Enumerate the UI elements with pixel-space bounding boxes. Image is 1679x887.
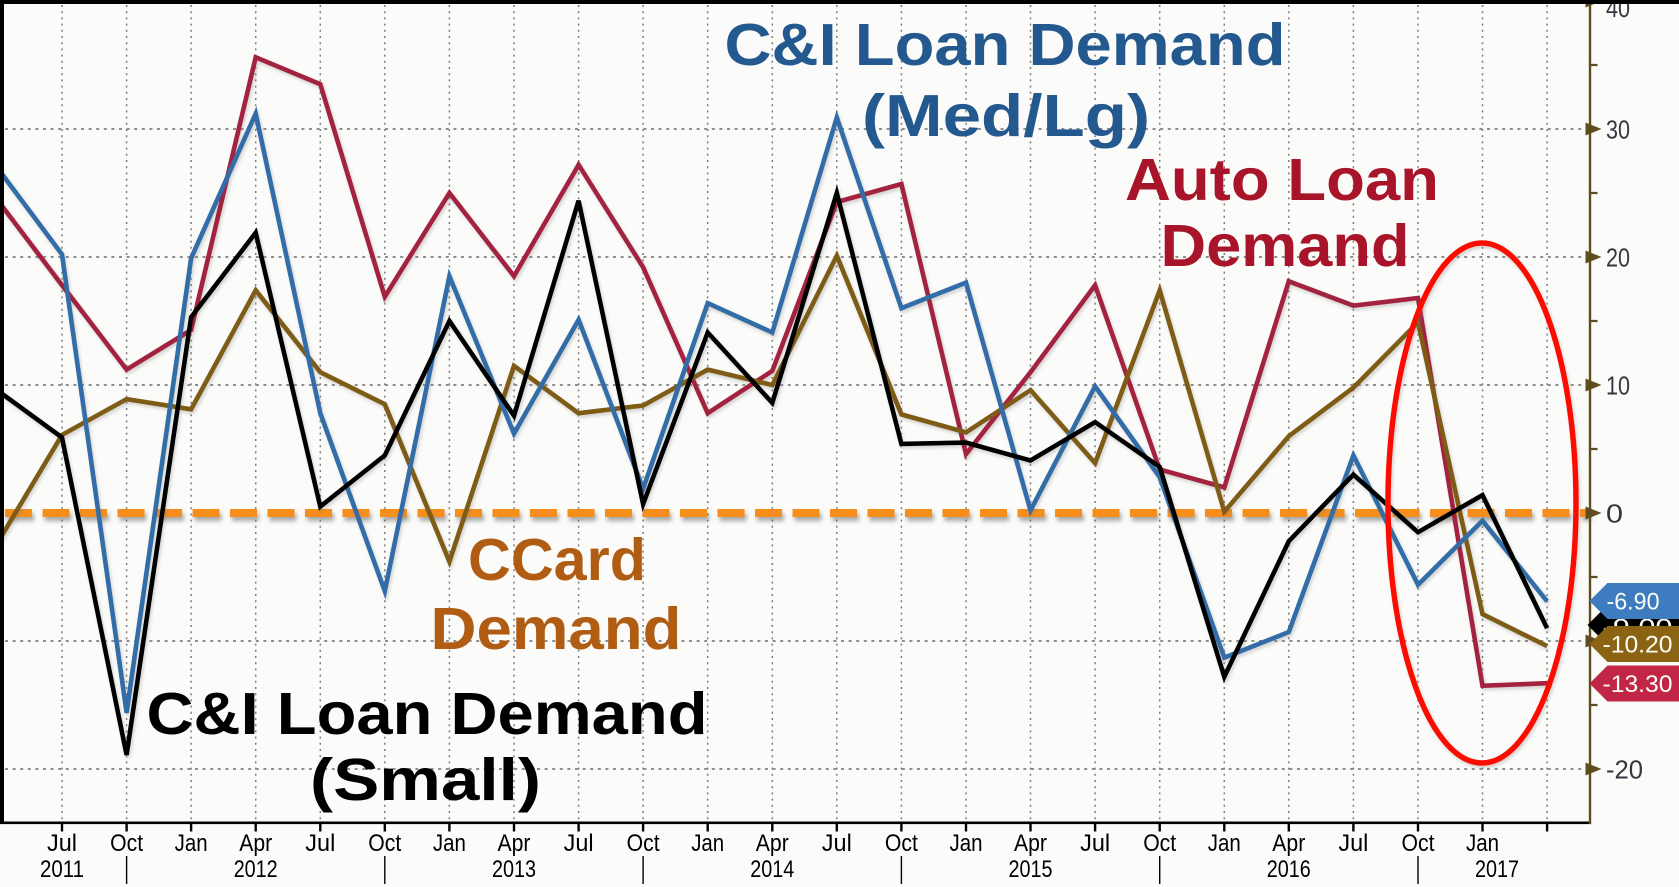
svg-text:Jul: Jul [564, 830, 594, 857]
svg-text:-10.20: -10.20 [1603, 632, 1673, 659]
svg-text:Apr: Apr [1014, 830, 1047, 857]
svg-text:20: 20 [1606, 243, 1630, 273]
svg-text:CCard: CCard [468, 527, 646, 593]
svg-text:Apr: Apr [756, 830, 789, 857]
svg-text:Demand: Demand [431, 596, 682, 662]
svg-text:40: 40 [1606, 0, 1630, 23]
svg-text:Jul: Jul [1080, 830, 1110, 857]
svg-text:-13.30: -13.30 [1603, 671, 1673, 698]
svg-text:Auto Loan: Auto Loan [1125, 147, 1439, 213]
svg-text:-6.90: -6.90 [1607, 589, 1660, 616]
svg-text:(Small): (Small) [310, 747, 541, 813]
svg-text:2016: 2016 [1267, 856, 1311, 883]
svg-text:2017: 2017 [1475, 856, 1519, 883]
svg-text:Oct: Oct [110, 830, 143, 857]
svg-text:Jan: Jan [433, 830, 466, 857]
svg-text:0: 0 [1606, 499, 1623, 529]
svg-text:2015: 2015 [1009, 856, 1053, 883]
svg-text:10: 10 [1606, 371, 1630, 401]
svg-text:Jan: Jan [175, 830, 208, 857]
svg-text:Jan: Jan [950, 830, 983, 857]
svg-text:Jul: Jul [47, 830, 77, 857]
svg-text:2011: 2011 [40, 856, 84, 883]
svg-text:Jul: Jul [1338, 830, 1368, 857]
svg-text:2014: 2014 [750, 856, 794, 883]
svg-text:Oct: Oct [885, 830, 918, 857]
svg-text:Apr: Apr [498, 830, 531, 857]
svg-text:30: 30 [1606, 115, 1630, 145]
svg-text:2012: 2012 [234, 856, 278, 883]
svg-text:(Med/Lg): (Med/Lg) [862, 83, 1150, 149]
svg-text:Oct: Oct [627, 830, 660, 857]
svg-text:Apr: Apr [239, 830, 272, 857]
svg-text:C&I Loan Demand: C&I Loan Demand [725, 12, 1286, 78]
svg-text:2013: 2013 [492, 856, 536, 883]
svg-text:Oct: Oct [368, 830, 401, 857]
svg-text:Oct: Oct [1143, 830, 1176, 857]
svg-text:Apr: Apr [1272, 830, 1305, 857]
svg-text:Jul: Jul [305, 830, 335, 857]
svg-text:Jan: Jan [691, 830, 724, 857]
svg-text:Oct: Oct [1402, 830, 1435, 857]
svg-text:Jan: Jan [1208, 830, 1241, 857]
svg-text:-20: -20 [1606, 755, 1643, 785]
svg-text:C&I Loan Demand: C&I Loan Demand [147, 681, 708, 747]
svg-text:Demand: Demand [1161, 213, 1410, 279]
svg-text:Jul: Jul [822, 830, 852, 857]
svg-text:Jan: Jan [1466, 830, 1499, 857]
